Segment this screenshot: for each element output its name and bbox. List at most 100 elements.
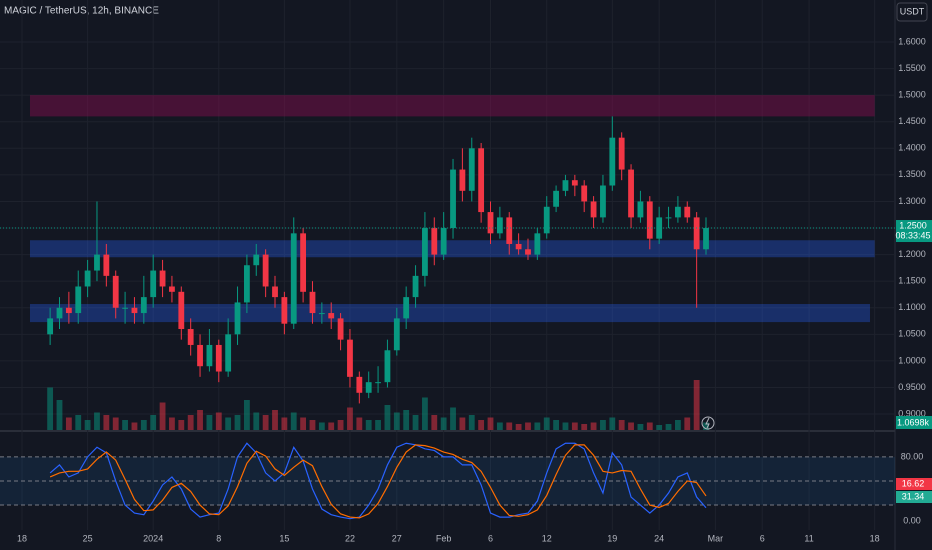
volume-bar (468, 415, 475, 430)
candle-body (515, 243, 522, 250)
volume-bar (215, 412, 222, 430)
x-tick-label: 2024 (143, 533, 163, 543)
volume-bar (375, 420, 381, 430)
x-tick-label: 8 (216, 533, 221, 543)
volume-bar (581, 424, 588, 430)
volume-bar (187, 415, 194, 430)
candle-body (468, 148, 475, 191)
candle-body (618, 137, 625, 170)
volume-bar (665, 424, 672, 430)
candle-body (412, 275, 419, 298)
candle-body (646, 201, 653, 239)
volume-bar (243, 400, 250, 430)
candle-body (47, 318, 54, 335)
candle-body (365, 382, 372, 393)
y-tick-label: 1.0000 (898, 355, 926, 365)
candle-body (478, 148, 485, 213)
volume-bar (290, 412, 297, 430)
volume-bar (56, 400, 63, 430)
y-tick-label: 1.5500 (898, 63, 926, 73)
volume-bar (65, 417, 72, 430)
x-tick-label: 15 (279, 533, 289, 543)
alert-icon[interactable] (701, 416, 715, 430)
currency-label[interactable]: USDT (900, 6, 925, 16)
volume-bar (47, 387, 54, 430)
x-tick-label: 22 (345, 533, 355, 543)
last-price-label: 1.2500 (899, 220, 927, 230)
volume-bar (553, 420, 560, 430)
currency-button[interactable] (896, 2, 928, 22)
volume-tag (896, 416, 932, 429)
candle-body (674, 206, 681, 218)
candle-body (272, 286, 278, 298)
indicator-value-label: 16.62 (902, 478, 925, 488)
candle-body (234, 302, 241, 335)
volume-bar (393, 412, 400, 430)
x-tick-label: 18 (870, 533, 880, 543)
candle-body (206, 344, 213, 367)
candle-body (215, 344, 222, 372)
candle-body (159, 270, 166, 287)
volume-bar (637, 424, 644, 430)
zone (29, 304, 870, 323)
volume-bar (300, 417, 307, 430)
y-tick-label: 1.1500 (898, 276, 926, 286)
volume-bar (618, 420, 625, 430)
candle-body (562, 180, 569, 191)
candle-body (178, 291, 185, 330)
candle-body (122, 307, 128, 309)
candle-body (422, 228, 428, 276)
candle-body (403, 297, 410, 319)
candle-body (225, 334, 232, 372)
indicator-value-tag (896, 478, 932, 490)
volume-bar (131, 422, 138, 430)
volume-bar (684, 417, 691, 430)
countdown-label: 08:33:45 (895, 230, 930, 240)
candle-body (496, 217, 503, 234)
candle-body (693, 217, 700, 250)
zone (29, 240, 875, 258)
volume-bar (412, 415, 419, 430)
x-tick-label: 24 (654, 533, 664, 543)
x-tick-label: 11 (804, 533, 813, 543)
indicator-value-label: 31.34 (902, 491, 925, 501)
candle-body (187, 329, 194, 345)
volume-bar (693, 380, 700, 430)
volume-bar (459, 417, 466, 430)
candle-body (56, 307, 63, 319)
candle-body (506, 217, 513, 244)
candle-body (656, 217, 663, 239)
candle-body (609, 137, 616, 186)
indicator-line (49, 444, 707, 519)
volume-bar (159, 402, 166, 430)
y-tick-label: 1.4000 (898, 143, 926, 153)
candle-body (571, 180, 578, 186)
candle-body (637, 201, 644, 218)
volume-bar (525, 422, 531, 430)
volume-value-label: 1.0698k (897, 417, 930, 427)
volume-bar (356, 417, 363, 430)
volume-bar (169, 417, 175, 430)
candle-body (600, 185, 606, 218)
candle-body (440, 228, 447, 255)
volume-bar (178, 420, 185, 430)
y-tick-label: 1.5000 (898, 90, 926, 100)
volume-bar (337, 420, 344, 430)
x-tick-label: Mar (708, 533, 724, 543)
candle-body (450, 169, 456, 229)
candle-body (459, 169, 466, 191)
candle-body (543, 206, 550, 234)
volume-bar (600, 420, 606, 430)
indicator-value-tag (896, 491, 932, 503)
volume-bar (197, 410, 203, 430)
y-tick-label: 1.2000 (898, 249, 926, 259)
x-tick-label: 18 (17, 533, 27, 543)
volume-bar (496, 422, 503, 430)
candle-body (553, 190, 560, 207)
candle-body (75, 286, 82, 314)
y-tick-label: 1.4500 (898, 116, 926, 126)
volume-bar (272, 410, 278, 430)
volume-bar (590, 422, 597, 430)
candle-body (197, 344, 203, 367)
